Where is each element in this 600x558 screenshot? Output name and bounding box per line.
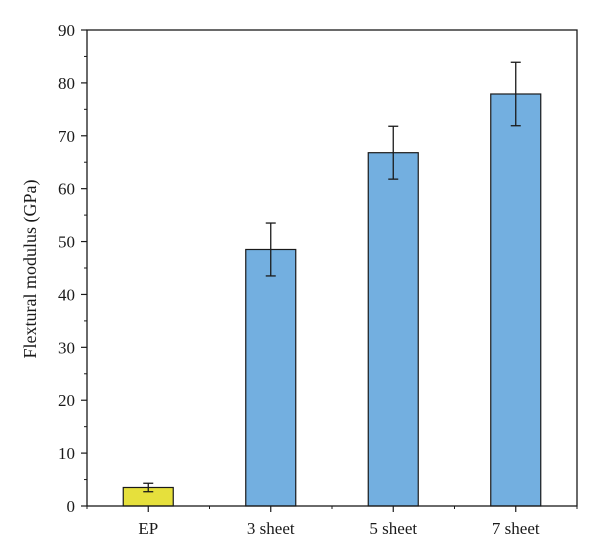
y-tick-label-0: 0 xyxy=(67,497,76,516)
x-tick-label-2: 5 sheet xyxy=(369,519,417,538)
y-tick-label-7: 70 xyxy=(58,127,75,146)
y-tick-label-8: 80 xyxy=(58,74,75,93)
x-tick-label-3: 7 sheet xyxy=(492,519,540,538)
y-tick-label-2: 20 xyxy=(58,391,75,410)
y-tick-label-5: 50 xyxy=(58,233,75,252)
bar-1 xyxy=(245,248,297,507)
plot-area: 0 10 20 30 40 50 60 70 80 90 EP 3 sheet 5 sheet 7 she… xyxy=(58,21,578,538)
bar-2 xyxy=(367,152,419,507)
x-tick-label-1: 3 sheet xyxy=(247,519,295,538)
y-tick-label-1: 10 xyxy=(58,444,75,463)
y-tick-label-6: 60 xyxy=(58,180,75,199)
y-axis-title: Flextural modulus (GPa) xyxy=(20,180,41,359)
x-tick-label-0: EP xyxy=(138,519,158,538)
y-tick-label-4: 40 xyxy=(58,285,75,304)
y-tick-label-9: 90 xyxy=(58,21,75,40)
bar-3 xyxy=(490,93,542,507)
y-tick-label-3: 30 xyxy=(58,338,75,357)
